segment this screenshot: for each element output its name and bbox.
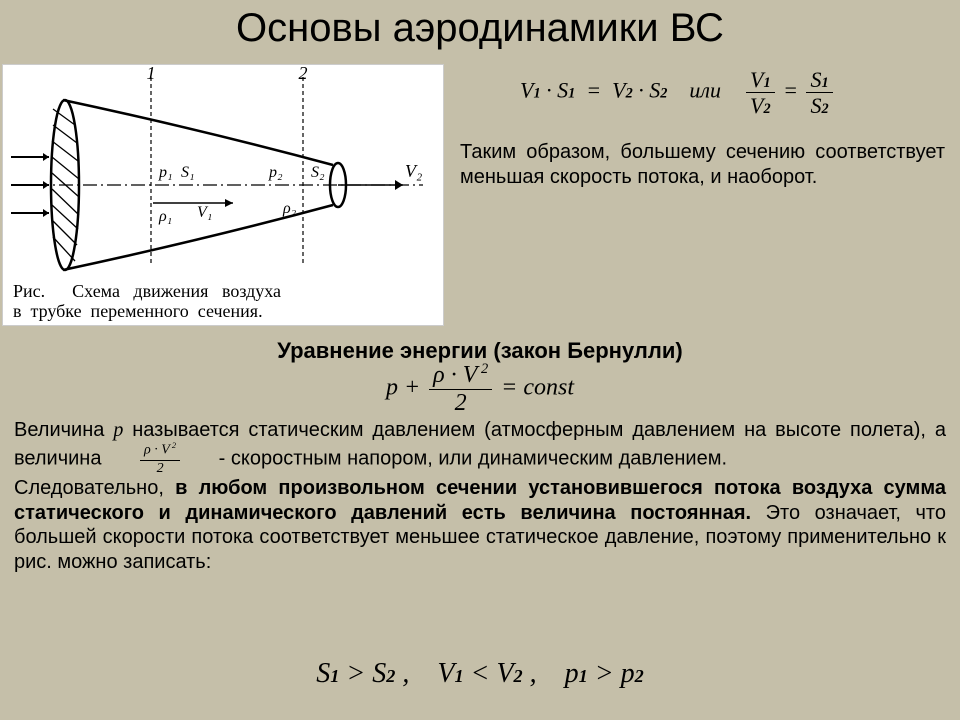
continuity-equation: V1 · S1 = V2 · S2 или V1 V2 = S1 S2	[520, 68, 940, 117]
svg-text:p₂: p₂	[268, 164, 283, 181]
bernoulli-equation: p + ρ · V 2 2 = const	[0, 362, 960, 416]
svg-text:S₂: S₂	[311, 164, 325, 181]
svg-text:V₂: V₂	[405, 161, 422, 181]
svg-text:S₁: S₁	[181, 164, 195, 181]
diagram-svg: 1 2 p₁ S₁ ρ₁ V₁ p₂ S₂ ρ₂ V₂ Рис. Схема д…	[3, 65, 443, 325]
venturi-diagram: 1 2 p₁ S₁ ρ₁ V₁ p₂ S₂ ρ₂ V₂ Рис. Схема д…	[2, 64, 444, 326]
svg-text:p₁: p₁	[158, 164, 173, 181]
paragraph-1: Таким образом, большему сечению соответс…	[460, 140, 945, 190]
page-title: Основы аэродинамики ВС	[0, 6, 960, 51]
svg-text:1: 1	[147, 65, 156, 83]
body-text: Величина p называется статическим давлен…	[14, 418, 946, 574]
slide: Основы аэродинамики ВС	[0, 0, 960, 720]
diagram-caption-2: в трубке переменного сечения.	[13, 301, 263, 321]
svg-text:2: 2	[299, 65, 308, 83]
svg-text:ρ₂: ρ₂	[282, 200, 297, 217]
inequalities: S1 > S2 , V1 < V2 , p1 > p2	[0, 658, 960, 690]
diagram-caption-1: Рис. Схема движения воздуха	[13, 281, 281, 301]
svg-text:ρ₁: ρ₁	[158, 208, 172, 225]
svg-text:V₁: V₁	[197, 204, 212, 221]
